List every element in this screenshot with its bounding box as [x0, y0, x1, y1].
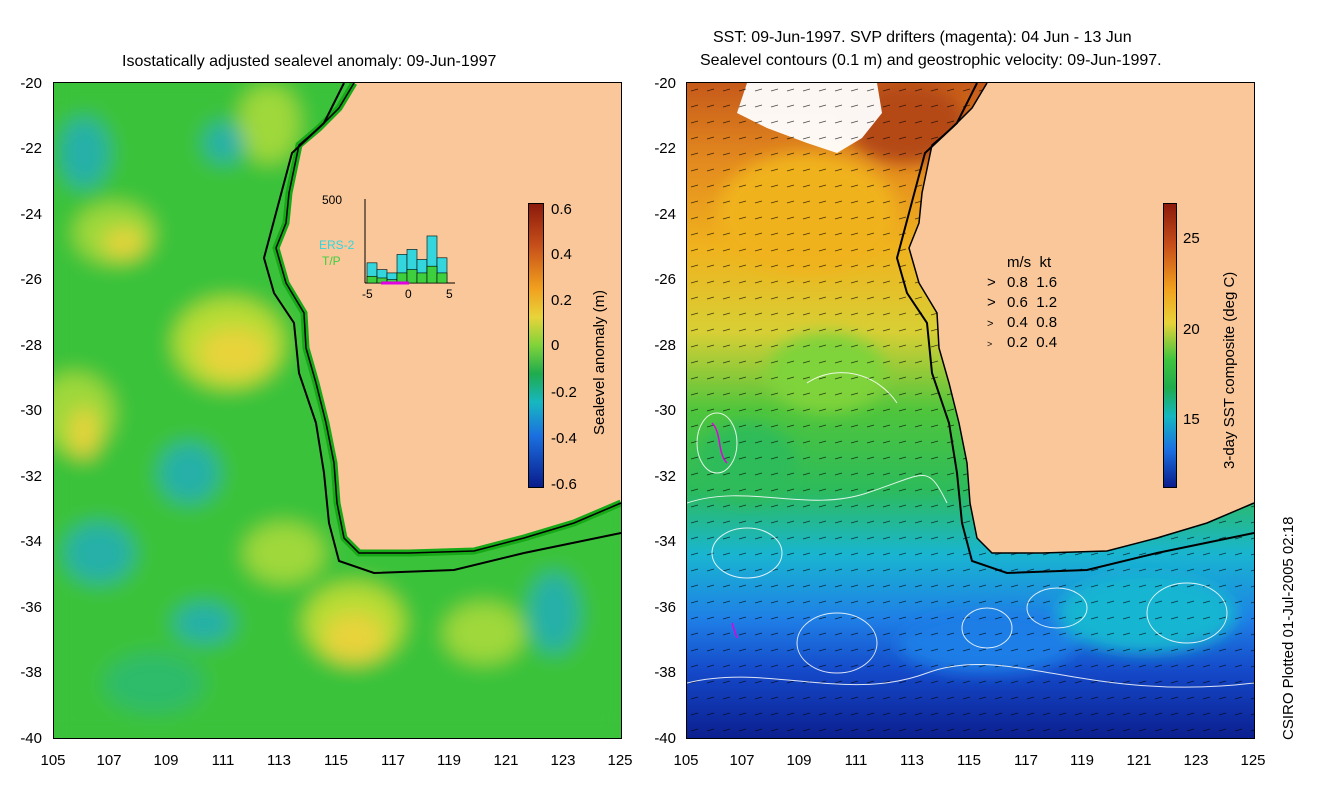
- y-tick: -28: [654, 337, 676, 354]
- sealevel-anomaly-map: 500 ERS-2 T/P -5 0 5 0.6 0.4 0.2 0 -0.2 …: [53, 82, 622, 739]
- colorbar-tick: 0: [551, 337, 560, 354]
- y-tick: -28: [20, 337, 42, 354]
- x-tick: 113: [900, 752, 924, 769]
- inset-series-tp: T/P: [322, 254, 341, 268]
- sealevel-anomaly-field: [54, 83, 621, 738]
- y-tick: -30: [654, 402, 676, 419]
- sst-colorbar-label: 3-day SST composite (deg C): [1221, 271, 1238, 469]
- inset-histogram: [364, 199, 455, 285]
- inset-xtick: -5: [362, 287, 373, 301]
- sst-map: m/s kt >0.8 1.6 >0.6 1.2 >0.4 0.8 >0.2 0…: [686, 82, 1255, 739]
- arrow-icon: >: [987, 339, 993, 349]
- arrow-icon: >: [987, 294, 996, 311]
- y-tick: -40: [20, 730, 42, 747]
- sst-field: [687, 83, 1254, 738]
- colorbar-tick: -0.2: [551, 384, 577, 401]
- x-tick: 109: [153, 752, 179, 769]
- y-tick: -34: [654, 533, 676, 550]
- y-tick: -38: [654, 664, 676, 681]
- colorbar-tick: 20: [1183, 321, 1200, 338]
- coastline: [275, 83, 621, 554]
- right-panel-title-line1: SST: 09-Jun-1997. SVP drifters (magenta)…: [713, 29, 1132, 46]
- inset-xtick: 5: [446, 287, 453, 301]
- plot-credit: CSIRO Plotted 01-Jul-2005 02:18: [1280, 516, 1297, 740]
- x-tick: 125: [607, 752, 633, 769]
- x-tick: 123: [550, 752, 576, 769]
- tp-bar: [396, 272, 408, 284]
- colorbar-tick: -0.4: [551, 430, 577, 447]
- x-tick: 113: [267, 752, 291, 769]
- sealevel-colorbar: [528, 203, 544, 488]
- tp-bar: [406, 269, 418, 284]
- x-tick: 121: [493, 752, 519, 769]
- inset-xtick: 0: [405, 287, 412, 301]
- y-tick: -36: [654, 599, 676, 616]
- legend-header-ms: m/s: [1007, 254, 1032, 271]
- y-tick: -24: [654, 206, 676, 223]
- x-tick: 121: [1126, 752, 1152, 769]
- velocity-legend: m/s kt >0.8 1.6 >0.6 1.2 >0.4 0.8 >0.2 0…: [987, 253, 1057, 353]
- x-tick: 119: [437, 752, 461, 769]
- tp-bar: [436, 272, 448, 284]
- x-tick: 105: [40, 752, 66, 769]
- y-tick: -36: [20, 599, 42, 616]
- x-tick: 115: [324, 752, 348, 769]
- y-tick: -32: [20, 468, 42, 485]
- sealevel-colorbar-label: Sealevel anomaly (m): [591, 289, 608, 435]
- x-tick: 105: [673, 752, 699, 769]
- x-tick: 107: [96, 752, 122, 769]
- tp-bar: [366, 275, 378, 284]
- sst-colorbar: [1163, 203, 1177, 488]
- x-tick: 123: [1183, 752, 1209, 769]
- x-tick: 119: [1070, 752, 1094, 769]
- coastline: [908, 83, 1254, 554]
- inset-series-ers2: ERS-2: [319, 238, 355, 252]
- x-tick: 115: [957, 752, 981, 769]
- sealevel-contours: [687, 372, 1254, 688]
- colorbar-tick: -0.6: [551, 476, 577, 493]
- y-tick: -26: [20, 271, 42, 288]
- colorbar-tick: 25: [1183, 230, 1200, 247]
- colorbar-tick: 0.2: [551, 292, 572, 309]
- y-tick: -34: [20, 533, 42, 550]
- x-tick: 111: [844, 752, 868, 769]
- x-tick: 109: [786, 752, 812, 769]
- x-tick: 117: [381, 752, 405, 769]
- y-tick: -40: [654, 730, 676, 747]
- y-tick: -38: [20, 664, 42, 681]
- y-tick: -24: [20, 206, 42, 223]
- x-tick: 117: [1014, 752, 1038, 769]
- x-tick: 111: [211, 752, 235, 769]
- arrow-icon: >: [987, 274, 996, 291]
- x-tick: 107: [729, 752, 755, 769]
- y-tick: -32: [654, 468, 676, 485]
- right-panel-title-line2: Sealevel contours (0.1 m) and geostrophi…: [700, 52, 1162, 69]
- left-panel-title: Isostatically adjusted sealevel anomaly:…: [122, 53, 497, 70]
- y-tick: -26: [654, 271, 676, 288]
- tp-bar: [426, 265, 438, 284]
- x-tick: 125: [1240, 752, 1266, 769]
- inset-ymax-label: 500: [322, 193, 343, 207]
- y-tick: -22: [654, 140, 676, 157]
- colorbar-tick: 0.6: [551, 201, 572, 218]
- colorbar-tick: 15: [1183, 411, 1200, 428]
- colorbar-tick: 0.4: [551, 246, 572, 263]
- y-tick: -20: [654, 75, 676, 92]
- shelf-break-contour: [262, 83, 621, 575]
- legend-header-kt: kt: [1039, 254, 1052, 271]
- tp-bar: [416, 272, 428, 284]
- y-tick: -22: [20, 140, 42, 157]
- y-tick: -30: [20, 402, 42, 419]
- y-tick: -20: [20, 75, 42, 92]
- arrow-icon: >: [987, 318, 994, 330]
- shelf-break-contour: [895, 83, 1254, 575]
